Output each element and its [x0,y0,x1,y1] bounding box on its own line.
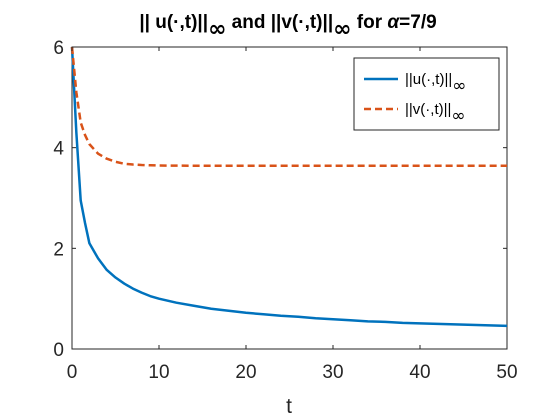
x-tick-label: 40 [409,362,430,383]
legend-label-u: ||u(·,t)||∞ [405,71,466,96]
series-line-u [70,46,508,328]
title-alpha: α [387,12,400,33]
y-tick-label: 0 [53,340,64,361]
x-tick-label: 0 [67,362,78,383]
legend: ||u(·,t)||∞ ||v(·,t)||∞ [353,57,500,131]
y-tick-label: 6 [53,38,64,59]
x-axis-label: t [286,395,292,418]
x-tick-label: 20 [235,362,256,383]
chart-title: || u(·,t)||∞ and ||v(·,t)||∞ for α=7/9 [139,12,436,42]
y-tick-label: 2 [53,239,64,260]
legend-label-v: ||v(·,t)||∞ [405,101,466,126]
title-subscript: ∞ [208,17,226,42]
axes-layer: 0 10 20 30 40 50 0 2 4 6 [53,38,517,383]
title-part: =7/9 [399,12,437,33]
x-tick-label: 50 [496,362,517,383]
y-tick-label: 4 [53,139,64,160]
title-part: and ||v(·,t)|| [226,12,333,33]
title-part: || u(·,t)|| [139,12,208,33]
x-tick-label: 30 [322,362,343,383]
series-layer [70,46,508,328]
series-line-v [70,46,507,168]
x-tick-label: 10 [148,362,169,383]
title-subscript: ∞ [333,17,351,42]
title-part: for [351,12,387,33]
legend-box [353,57,500,131]
